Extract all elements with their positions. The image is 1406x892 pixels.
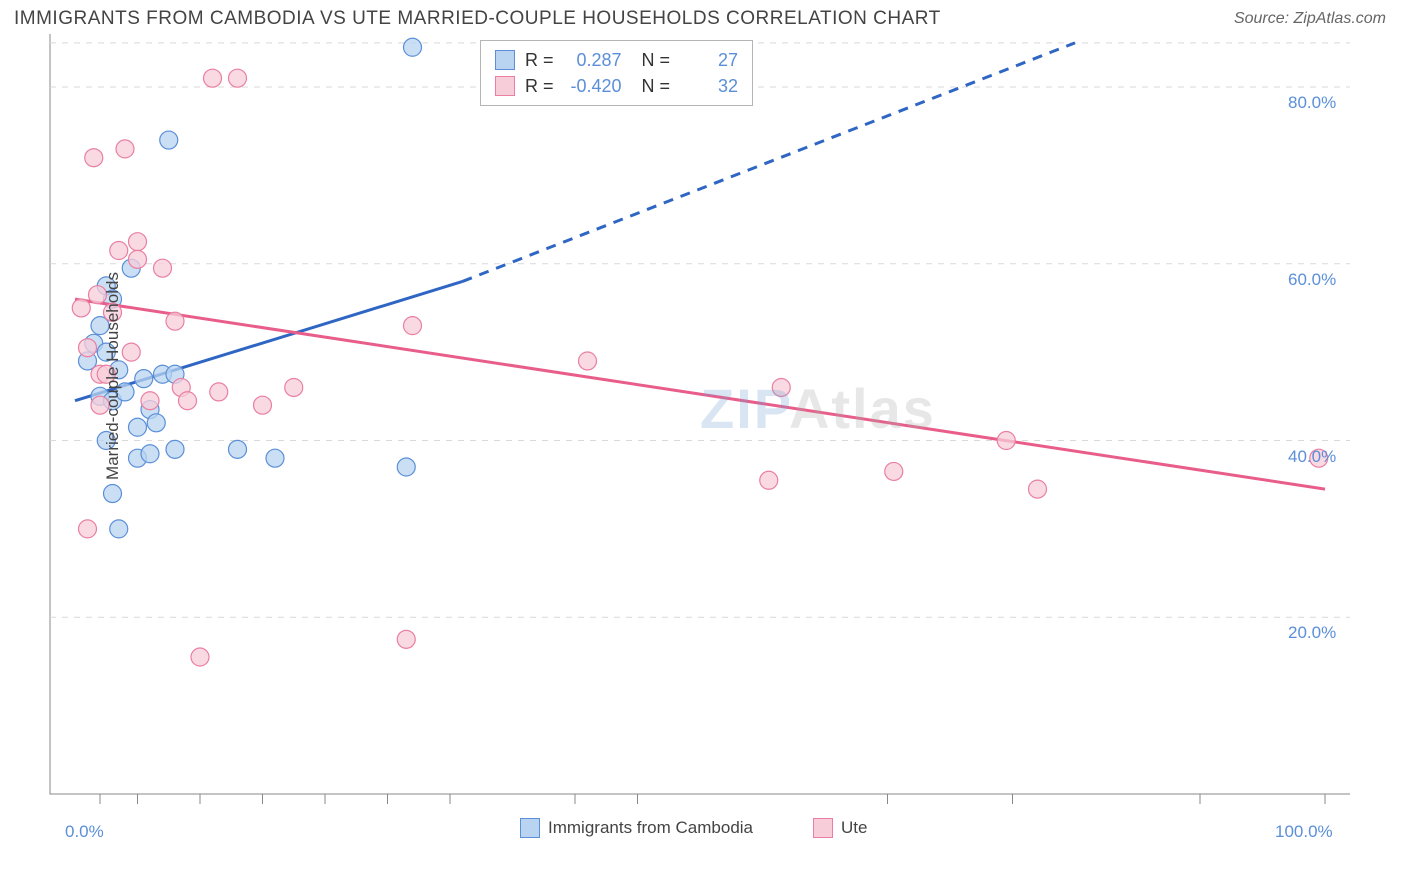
y-axis-label: Married-couple Households — [103, 272, 123, 480]
data-point — [116, 140, 134, 158]
r-label: R = — [525, 73, 554, 99]
data-point — [135, 370, 153, 388]
data-point — [285, 378, 303, 396]
data-point — [229, 440, 247, 458]
data-point — [122, 343, 140, 361]
data-point — [79, 520, 97, 538]
chart-title: IMMIGRANTS FROM CAMBODIA VS UTE MARRIED-… — [14, 8, 941, 30]
r-value: -0.420 — [564, 73, 622, 99]
y-tick-label: 80.0% — [1288, 93, 1336, 113]
data-point — [129, 250, 147, 268]
y-tick-label: 40.0% — [1288, 447, 1336, 467]
data-point — [79, 339, 97, 357]
data-point — [85, 149, 103, 167]
legend-item: Immigrants from Cambodia — [520, 818, 753, 838]
data-point — [147, 414, 165, 432]
data-point — [104, 485, 122, 503]
n-label: N = — [632, 73, 671, 99]
data-point — [110, 520, 128, 538]
data-point — [885, 462, 903, 480]
stats-legend-box: R = 0.287 N = 27R = -0.420 N = 32 — [480, 40, 753, 106]
legend-label: Immigrants from Cambodia — [548, 818, 753, 838]
chart-source: Source: ZipAtlas.com — [1234, 10, 1386, 28]
correlation-chart: 20.0% 40.0% 60.0% 80.0% 0.0% 100.0% Married-co… — [14, 34, 1354, 864]
data-point — [141, 392, 159, 410]
data-point — [204, 69, 222, 87]
data-point — [210, 383, 228, 401]
data-point — [1029, 480, 1047, 498]
data-point — [397, 458, 415, 476]
data-point — [166, 312, 184, 330]
data-point — [141, 445, 159, 463]
n-value: 32 — [680, 73, 738, 99]
data-point — [760, 471, 778, 489]
chart-header: IMMIGRANTS FROM CAMBODIA VS UTE MARRIED-… — [0, 0, 1406, 34]
y-tick-label: 60.0% — [1288, 270, 1336, 290]
chart-svg — [14, 34, 1354, 834]
series-swatch — [495, 76, 515, 96]
data-point — [72, 299, 90, 317]
stats-row: R = 0.287 N = 27 — [495, 47, 738, 73]
bottom-legend: Immigrants from Cambodia Ute — [520, 818, 867, 838]
source-prefix: Source: — [1234, 10, 1294, 27]
x-tick-label: 100.0% — [1275, 822, 1333, 842]
data-point — [997, 432, 1015, 450]
x-tick-label: 0.0% — [65, 822, 104, 842]
data-point — [129, 418, 147, 436]
r-label: R = — [525, 47, 554, 73]
data-point — [254, 396, 272, 414]
series-swatch — [520, 818, 540, 838]
data-point — [266, 449, 284, 467]
data-point — [166, 440, 184, 458]
data-point — [179, 392, 197, 410]
regression-line — [75, 281, 463, 400]
series-swatch — [495, 50, 515, 70]
data-point — [160, 131, 178, 149]
regression-line — [75, 299, 1325, 489]
data-point — [129, 233, 147, 251]
data-point — [404, 317, 422, 335]
legend-item: Ute — [813, 818, 867, 838]
n-value: 27 — [680, 47, 738, 73]
source-name: ZipAtlas.com — [1294, 10, 1386, 27]
data-point — [404, 38, 422, 56]
data-point — [191, 648, 209, 666]
r-value: 0.287 — [564, 47, 622, 73]
legend-label: Ute — [841, 818, 867, 838]
data-point — [229, 69, 247, 87]
data-point — [154, 259, 172, 277]
y-tick-label: 20.0% — [1288, 623, 1336, 643]
data-point — [110, 242, 128, 260]
data-point — [579, 352, 597, 370]
n-label: N = — [632, 47, 671, 73]
series-swatch — [813, 818, 833, 838]
stats-row: R = -0.420 N = 32 — [495, 73, 738, 99]
data-point — [397, 630, 415, 648]
data-point — [772, 378, 790, 396]
